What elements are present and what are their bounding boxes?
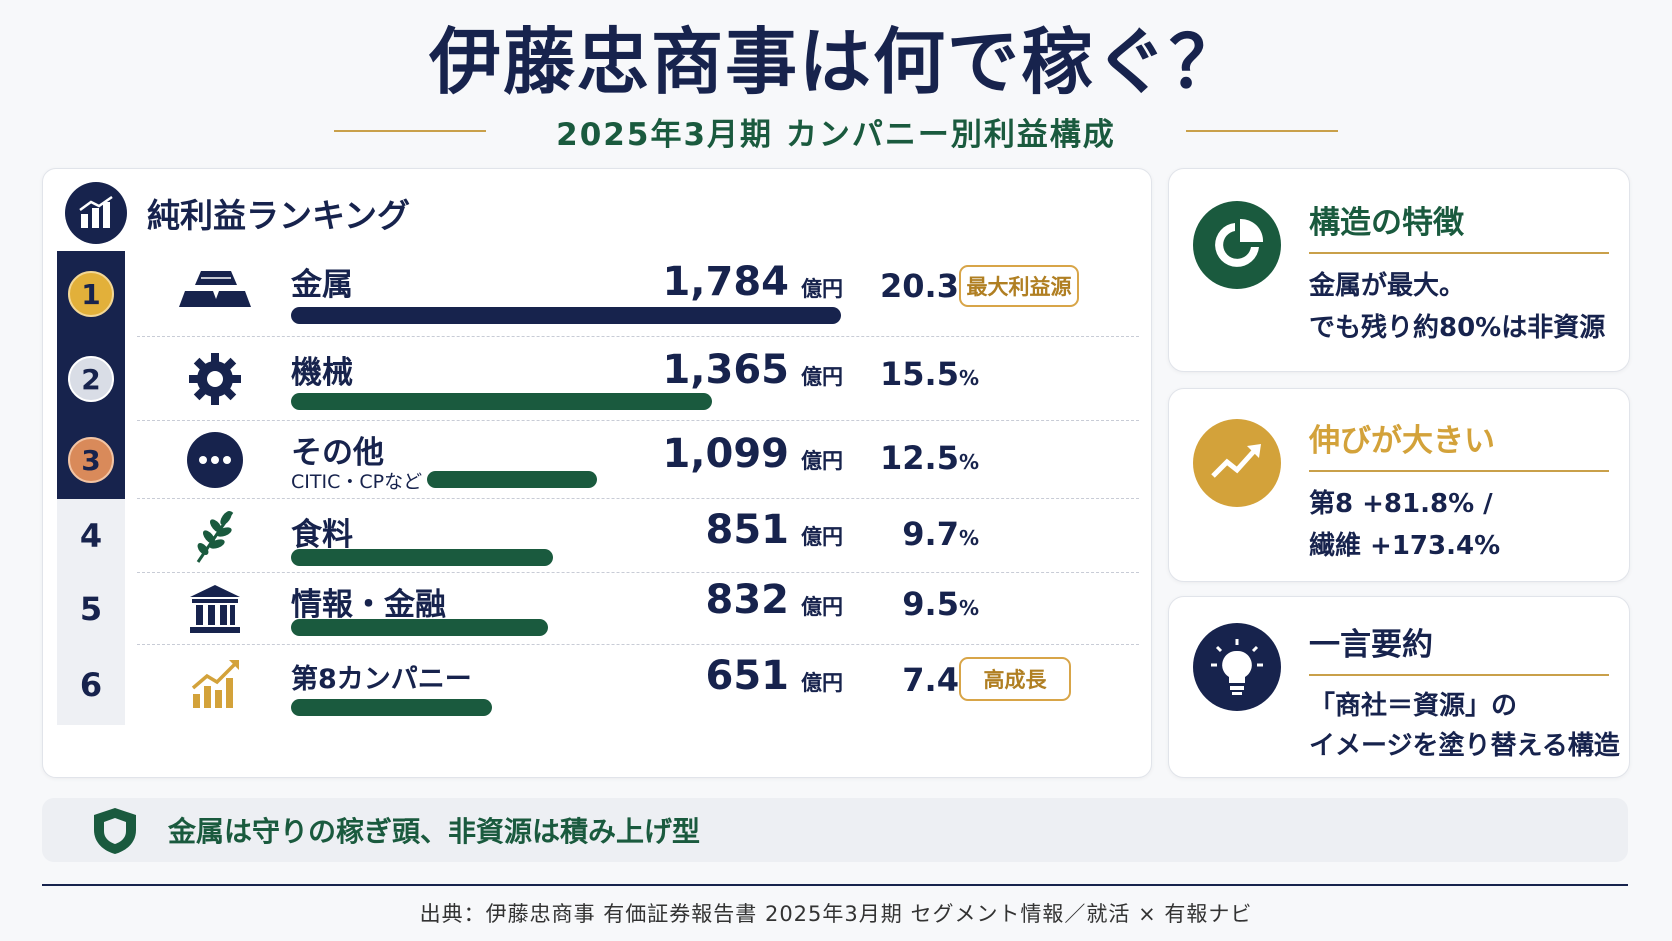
card-title: 構造の特徴 (1309, 197, 1609, 254)
rank-badge: 6 (79, 666, 103, 704)
row-unit: 億円 (801, 449, 843, 473)
subtitle-rule-left (334, 130, 487, 132)
row-unit: 億円 (801, 365, 843, 389)
row-unit: 億円 (801, 595, 843, 619)
ranking-panel: 純利益ランキング 1 金属 1,784 億円 20.3% 最大利益源 2 (42, 168, 1152, 778)
banner-text: 金属は守りの稼ぎ頭、非資源は積み上げ型 (168, 815, 701, 848)
ranking-header: 純利益ランキング (65, 181, 410, 245)
trend-up-icon (1193, 419, 1281, 507)
gear-icon (175, 341, 255, 417)
row-unit: 億円 (801, 277, 843, 301)
shield-icon (92, 806, 138, 860)
more-dots-icon (175, 427, 255, 493)
subtitle: 2025年3月期 カンパニー別利益構成 (556, 116, 1116, 153)
card-line: 繊維 +173.4% (1309, 531, 1501, 561)
rank-badge: 4 (79, 517, 103, 555)
ranking-row-2: 2 機械 1,365 億円 15.5% (57, 337, 1139, 421)
ranking-row-1: 1 金属 1,784 億円 20.3% 最大利益源 (57, 251, 1139, 337)
page-title: 伊藤忠商事は何で稼ぐ？ (428, 20, 1243, 104)
footer-rule (42, 884, 1628, 886)
gold-bars-icon (175, 257, 255, 327)
tag-top-source: 最大利益源 (959, 265, 1079, 307)
rank-badge: 1 (68, 271, 114, 317)
card-line: 「商社＝資源」の (1309, 691, 1518, 721)
row-name: その他 (291, 435, 384, 471)
card-growth: 伸びが大きい 第8 +81.8% / 繊維 +173.4% (1168, 388, 1630, 582)
row-value: 651 (705, 653, 790, 699)
bar-食料 (291, 549, 553, 566)
subtitle-rule-right (1185, 130, 1338, 132)
card-title: 一言要約 (1309, 619, 1609, 676)
row-value: 851 (705, 507, 790, 553)
growth-chart-icon (175, 653, 255, 715)
row-value: 1,784 (662, 259, 789, 305)
subtitle-row: 2025年3月期 カンパニー別利益構成 (0, 108, 1672, 154)
row-name: 食料 (291, 517, 353, 553)
rank-badge: 3 (68, 437, 114, 483)
row-name: 情報・金融 (291, 587, 446, 623)
pie-chart-icon (1193, 201, 1281, 289)
card-title: 伸びが大きい (1309, 415, 1609, 472)
row-unit: 億円 (801, 671, 843, 695)
summary-banner: 金属は守りの稼ぎ頭、非資源は積み上げ型 (42, 798, 1628, 862)
bank-icon (175, 577, 255, 641)
row-percent: 9.7% (902, 515, 979, 553)
card-summary: 一言要約 「商社＝資源」の イメージを塗り替える構造 (1168, 596, 1630, 778)
row-name: 金属 (291, 267, 353, 303)
row-name: 第8カンパニー (291, 664, 472, 695)
row-sub-label: CITIC・CPなど (291, 471, 423, 493)
card-line: 金属が最大。 (1309, 271, 1466, 301)
row-percent: 9.5% (902, 585, 979, 623)
wheat-icon (175, 503, 255, 569)
row-value: 1,099 (662, 431, 789, 477)
ranking-row-6: 6 第8カンパニー 651 億円 7.4% 高成長 (57, 645, 1139, 725)
row-unit: 億円 (801, 525, 843, 549)
tag-high-growth: 高成長 (959, 657, 1071, 701)
row-value: 832 (705, 577, 790, 623)
source-note: 出典：伊藤忠商事 有価証券報告書 2025年3月期 セグメント情報／就活 × 有… (419, 902, 1253, 926)
bar-金属 (291, 307, 841, 324)
bar-機械 (291, 393, 712, 410)
ranking-row-4: 4 食料 851 億円 9.7% (57, 499, 1139, 573)
ranking-row-3: 3 その他 CITIC・CPなど 1,099 億円 12.5% (57, 421, 1139, 499)
rank-badge: 5 (79, 590, 103, 628)
card-structure: 構造の特徴 金属が最大。 でも残り約80%は非資源 (1168, 168, 1630, 372)
card-line: 第8 +81.8% / (1309, 489, 1493, 519)
bar-その他 (427, 471, 597, 488)
row-percent: 12.5% (880, 439, 979, 477)
bar-情報・金融 (291, 619, 548, 636)
card-line: イメージを塗り替える構造 (1309, 731, 1620, 761)
row-value: 1,365 (662, 347, 789, 393)
card-line: でも残り約80%は非資源 (1309, 313, 1606, 343)
ranking-title: 純利益ランキング (147, 196, 411, 235)
bar-chart-icon (65, 182, 127, 244)
ranking-row-5: 5 情報・金融 832 億円 9.5% (57, 573, 1139, 645)
lightbulb-icon (1193, 623, 1281, 711)
rank-badge: 2 (68, 356, 114, 402)
row-name: 機械 (291, 355, 353, 391)
row-percent: 15.5% (880, 355, 979, 393)
bar-第8カンパニー (291, 699, 492, 716)
